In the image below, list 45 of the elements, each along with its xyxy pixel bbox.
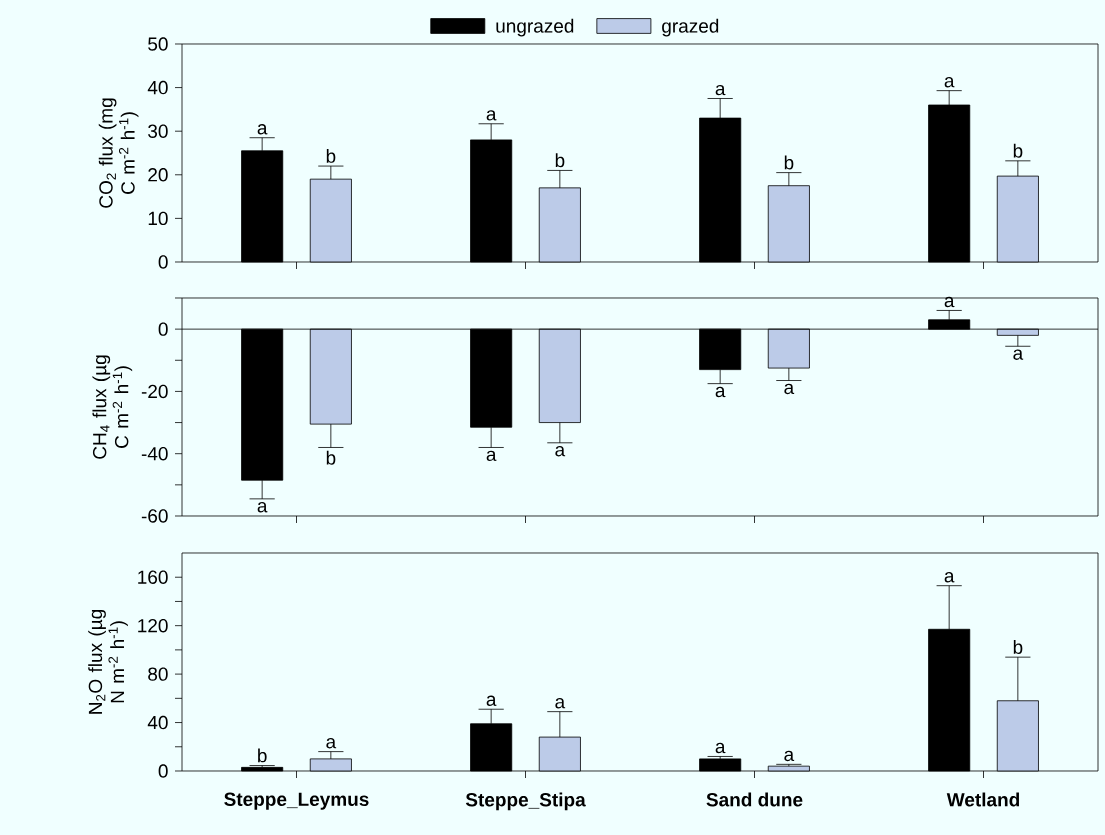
- data-label: a: [944, 77, 955, 88]
- data-label: b: [1013, 143, 1023, 158]
- data-label: b: [326, 148, 336, 163]
- legend-label: ungrazed: [496, 18, 574, 37]
- data-label: a: [784, 383, 795, 395]
- data-label: a: [715, 386, 726, 398]
- y-tick-label: 30: [148, 124, 168, 138]
- y-tick-label: 80: [148, 667, 168, 681]
- data-label: b: [258, 748, 267, 763]
- y-tick-label: 160: [138, 570, 168, 584]
- x-tick-label: Steppe_Stipa: [465, 792, 586, 811]
- data-label: a: [486, 695, 497, 707]
- y-tick-label: 0: [158, 322, 168, 336]
- y-tick-label: -60: [141, 509, 168, 523]
- y-tick-label: 50: [148, 37, 168, 51]
- data-label: a: [257, 502, 268, 513]
- data-label: a: [555, 698, 566, 709]
- y-tick-label: 20: [148, 168, 168, 182]
- x-tick-label: Wetland: [946, 792, 1020, 807]
- data-label: b: [326, 450, 336, 465]
- y-tick-label: 120: [138, 618, 168, 633]
- y-tick-label: -20: [141, 384, 168, 399]
- y-tick-label: 0: [158, 255, 168, 269]
- data-label: a: [555, 446, 566, 457]
- data-label: a: [257, 124, 268, 135]
- y-tick-label: -40: [141, 446, 168, 461]
- data-label: a: [944, 296, 955, 308]
- data-label: a: [715, 742, 726, 754]
- y-tick-label: 0: [158, 764, 168, 778]
- y-tick-label: 40: [147, 80, 168, 95]
- data-label: b: [555, 153, 565, 168]
- data-label: a: [715, 84, 726, 96]
- y-tick-label: 40: [147, 715, 168, 730]
- data-label: a: [486, 110, 497, 121]
- data-label: b: [1013, 640, 1023, 654]
- data-label: a: [1013, 349, 1024, 360]
- x-tick-label: Sand dune: [706, 792, 803, 807]
- data-label: a: [486, 450, 497, 462]
- data-label: a: [784, 750, 795, 762]
- data-label: a: [326, 738, 337, 749]
- x-tick-label: Steppe_Leymus: [224, 792, 369, 810]
- y-tick-label: 10: [148, 211, 168, 226]
- data-label: b: [784, 155, 794, 170]
- data-label: a: [944, 572, 955, 583]
- legend-label: grazed: [662, 18, 719, 37]
